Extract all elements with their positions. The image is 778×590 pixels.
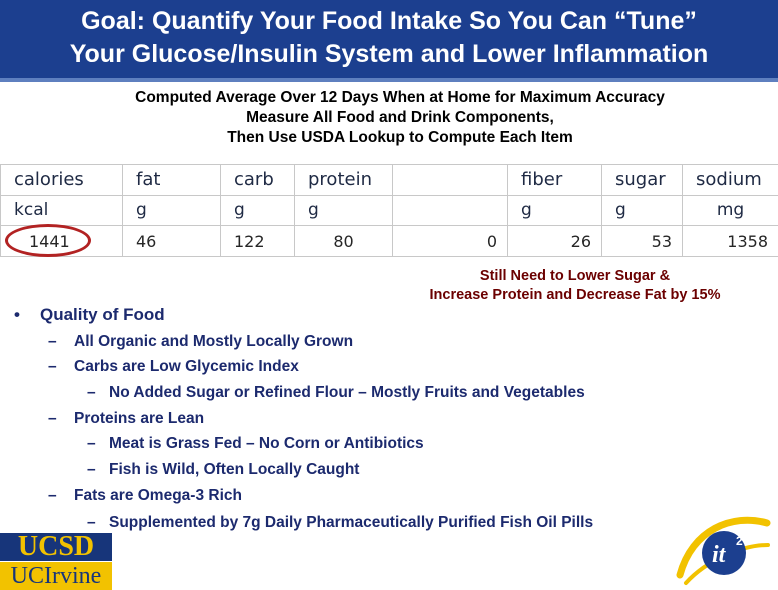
- list-item-text: Fish is Wild, Often Locally Caught: [109, 461, 360, 478]
- table-unit-cell: g: [601, 194, 683, 227]
- dash-icon: –: [87, 435, 96, 452]
- dash-icon: –: [87, 384, 96, 401]
- it2-logo-text: it: [712, 542, 727, 568]
- bullet-dot-icon: •: [14, 305, 20, 324]
- table-header-row: calories fat carb protein fiber sugar so…: [0, 164, 778, 196]
- dash-icon: –: [48, 358, 57, 375]
- table-unit-cell: [392, 194, 508, 227]
- list-item: – Proteins are Lean: [48, 410, 204, 428]
- table-header-cell: calories: [0, 164, 123, 196]
- note-line-1: Still Need to Lower Sugar &: [479, 268, 671, 284]
- calories-highlight-circle: [5, 224, 91, 257]
- nutrition-table: calories fat carb protein fiber sugar so…: [0, 164, 778, 257]
- list-item: – Fats are Omega-3 Rich: [48, 487, 242, 505]
- slide-title-line-1: Goal: Quantify Your Food Intake So You C…: [81, 7, 697, 35]
- slide-title-line-2: Your Glucose/Insulin System and Lower In…: [69, 40, 709, 68]
- table-header-cell: fat: [122, 164, 221, 196]
- list-item: – Meat is Grass Fed – No Corn or Antibiot…: [87, 435, 424, 453]
- title-divider: [0, 78, 778, 82]
- subtitle-line-1: Computed Average Over 12 Days When at Ho…: [135, 89, 665, 106]
- ucsd-logo: UCSD: [0, 533, 112, 561]
- table-value-cell: 80: [294, 225, 393, 257]
- table-value-cell: 46: [122, 225, 221, 257]
- list-item-text: Meat is Grass Fed – No Corn or Antibioti…: [109, 435, 424, 452]
- table-unit-cell: g: [220, 194, 295, 227]
- table-unit-cell: mg: [682, 194, 778, 227]
- table-value-cell: 1358: [682, 225, 778, 257]
- dash-icon: –: [48, 487, 57, 504]
- table-header-cell: protein: [294, 164, 393, 196]
- list-item-text: Supplemented by 7g Daily Pharmaceuticall…: [109, 514, 594, 531]
- dash-icon: –: [48, 410, 57, 427]
- list-item: – All Organic and Mostly Locally Grown: [48, 333, 353, 351]
- table-header-cell: sugar: [601, 164, 683, 196]
- table-value-cell: 122: [220, 225, 295, 257]
- subtitle: Computed Average Over 12 Days When at Ho…: [0, 88, 778, 148]
- table-unit-cell: kcal: [0, 194, 123, 227]
- subtitle-line-3: Then Use USDA Lookup to Compute Each Ite…: [227, 129, 573, 146]
- list-item-text: No Added Sugar or Refined Flour – Mostly…: [109, 384, 585, 401]
- subtitle-line-2: Measure All Food and Drink Components,: [246, 109, 554, 126]
- svg-text:2: 2: [736, 534, 743, 548]
- table-value-cell: 0: [392, 225, 508, 257]
- bullet-label: Quality of Food: [40, 305, 165, 324]
- list-item: – Supplemented by 7g Daily Pharmaceutical…: [87, 514, 593, 532]
- dash-icon: –: [48, 333, 57, 350]
- it2-logo: it 2: [676, 516, 771, 585]
- table-unit-cell: g: [294, 194, 393, 227]
- list-item-text: Proteins are Lean: [74, 410, 205, 427]
- table-header-cell: sodium: [682, 164, 778, 196]
- title-bar: Goal: Quantify Your Food Intake So You C…: [0, 0, 778, 78]
- table-header-cell: carb: [220, 164, 295, 196]
- table-values-row: 1441 46 122 80 0 26 53 1358: [0, 225, 778, 257]
- table-value-cell: 26: [507, 225, 602, 257]
- list-item-text: All Organic and Mostly Locally Grown: [74, 333, 354, 350]
- table-value-cell: 53: [601, 225, 683, 257]
- table-unit-cell: g: [507, 194, 602, 227]
- dash-icon: –: [87, 514, 96, 531]
- sugar-protein-note: Still Need to Lower Sugar & Increase Pro…: [385, 267, 765, 305]
- table-units-row: kcal g g g g g mg: [0, 194, 778, 227]
- list-item: – Fish is Wild, Often Locally Caught: [87, 461, 359, 479]
- list-item: – No Added Sugar or Refined Flour – Mostl…: [87, 384, 585, 402]
- quality-of-food-bullet: • Quality of Food: [14, 305, 165, 325]
- list-item-text: Carbs are Low Glycemic Index: [74, 358, 299, 375]
- ucirvine-logo: UCIrvine: [0, 562, 112, 590]
- list-item: – Carbs are Low Glycemic Index: [48, 358, 299, 376]
- note-line-2: Increase Protein and Decrease Fat by 15%: [429, 287, 721, 303]
- list-item-text: Fats are Omega-3 Rich: [74, 487, 242, 504]
- table-unit-cell: g: [122, 194, 221, 227]
- table-header-cell: [392, 164, 508, 196]
- table-header-cell: fiber: [507, 164, 602, 196]
- dash-icon: –: [87, 461, 96, 478]
